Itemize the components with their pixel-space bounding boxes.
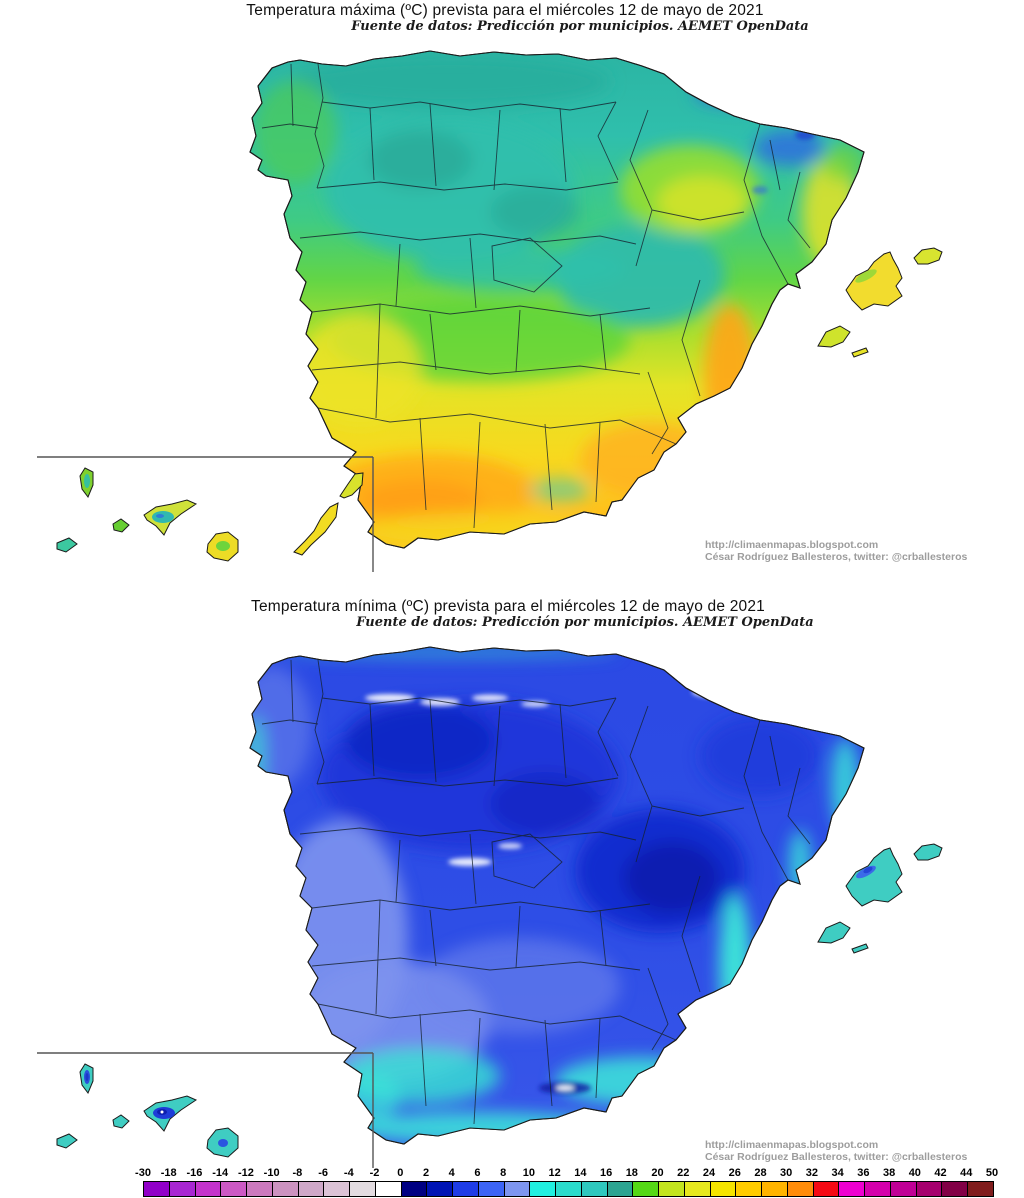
legend-cell — [684, 1182, 711, 1196]
max-map-credits: http://climaenmapas.blogspot.com César R… — [705, 539, 968, 563]
legend-tick-label: 40 — [908, 1167, 921, 1179]
legend-tick-label: -18 — [160, 1167, 177, 1179]
legend-cell — [839, 1182, 865, 1196]
legend-tick-label: -6 — [318, 1167, 328, 1179]
legend-tick-label: -10 — [263, 1167, 280, 1179]
legend-cell — [659, 1182, 685, 1196]
legend-tick-label: 44 — [960, 1167, 973, 1179]
legend-tick-label: 36 — [857, 1167, 870, 1179]
legend-tick-label: 32 — [805, 1167, 819, 1179]
legend-cell — [556, 1182, 582, 1196]
legend-tick-label: 30 — [780, 1167, 793, 1179]
credit-author: César Rodríguez Ballesteros, twitter: @c… — [705, 1150, 968, 1163]
legend-cell — [736, 1182, 762, 1196]
legend-tick-label: -30 — [135, 1167, 151, 1179]
legend-cell — [144, 1182, 170, 1196]
credit-author: César Rodríguez Ballesteros, twitter: @c… — [705, 550, 968, 563]
legend-tick-label: 8 — [500, 1167, 507, 1179]
legend-tick-label: 42 — [934, 1167, 947, 1179]
legend-cell — [350, 1182, 376, 1196]
legend-tick-label: 2 — [422, 1167, 430, 1179]
legend-tick-label: -2 — [369, 1167, 380, 1179]
legend-tick-label: -8 — [292, 1167, 303, 1179]
legend-cell — [530, 1182, 556, 1196]
legend-tick-label: 26 — [728, 1167, 741, 1179]
legend-bar — [143, 1181, 994, 1197]
legend-cell — [272, 1182, 299, 1196]
legend-tick-label: 16 — [599, 1167, 613, 1179]
legend-tick-label: 14 — [574, 1167, 587, 1179]
legend-cell — [478, 1182, 505, 1196]
legend-tick-label: -16 — [186, 1167, 203, 1179]
min-map-credits: http://climaenmapas.blogspot.com César R… — [705, 1139, 968, 1163]
legend-cell — [762, 1182, 788, 1196]
legend-cell — [221, 1182, 247, 1196]
legend-tick-label: 34 — [831, 1167, 844, 1179]
legend-cell — [195, 1182, 222, 1196]
legend-cell — [607, 1182, 634, 1196]
max-temp-map — [36, 50, 943, 572]
legend-cell — [324, 1182, 350, 1196]
min-map-title: Temperatura mínima (ºC) prevista para el… — [251, 598, 765, 615]
legend-tick-label: 28 — [754, 1167, 767, 1179]
legend-tick-label: -4 — [343, 1167, 354, 1179]
legend-cell — [504, 1182, 531, 1196]
mainland-max — [249, 50, 865, 549]
legend-tick-label: 10 — [522, 1167, 536, 1179]
legend-cell — [427, 1182, 453, 1196]
canary-inset-min — [36, 1052, 374, 1168]
legend-cell — [787, 1182, 814, 1196]
legend-tick-label: -14 — [212, 1167, 229, 1179]
legend-cell — [710, 1182, 737, 1196]
legend-tick-label: 50 — [985, 1167, 999, 1179]
legend-cell — [453, 1182, 479, 1196]
legend-cell — [401, 1182, 428, 1196]
max-map-subtitle: Fuente de datos: Predicción por municipi… — [351, 19, 809, 34]
credit-url: http://climaenmapas.blogspot.com — [705, 539, 879, 551]
legend-cell — [247, 1182, 273, 1196]
legend-cell — [298, 1182, 325, 1196]
max-map-title: Temperatura máxima (ºC) prevista para el… — [246, 2, 764, 19]
legend-cell — [916, 1182, 943, 1196]
legend-cell — [581, 1182, 608, 1196]
legend-cell — [865, 1182, 891, 1196]
min-temp-map — [36, 646, 943, 1168]
legend-cell — [813, 1182, 840, 1196]
legend-tick-label: 20 — [651, 1167, 664, 1179]
min-map-subtitle: Fuente de datos: Predicción por municipi… — [356, 615, 814, 630]
legend-tick-label: 4 — [448, 1167, 455, 1179]
legend-tick-label: -12 — [237, 1167, 254, 1179]
legend-tick-label: 0 — [397, 1167, 404, 1179]
balearic-islands-max — [817, 247, 943, 358]
balearic-islands-min — [817, 843, 943, 954]
legend-cell — [375, 1182, 402, 1196]
legend-tick-label: 6 — [474, 1167, 481, 1179]
legend-cell — [633, 1182, 659, 1196]
legend-tick-label: 12 — [548, 1167, 561, 1179]
legend-labels: -30 -18 -16 -14 -12 -10 -8 -6 -4 -2 0 2 4 6 8 10 12 14 16 1… — [135, 1167, 998, 1180]
canary-inset-max — [36, 456, 374, 572]
legend-tick-label: 24 — [702, 1167, 716, 1179]
legend-cell — [942, 1182, 968, 1196]
credit-url: http://climaenmapas.blogspot.com — [705, 1139, 879, 1151]
legend-tick-label: 38 — [882, 1167, 896, 1179]
legend-cell — [169, 1182, 196, 1196]
legend-tick-label: 18 — [625, 1167, 638, 1179]
legend-cell — [968, 1182, 993, 1196]
legend-tick-label: 22 — [677, 1167, 690, 1179]
legend-cell — [890, 1182, 917, 1196]
mainland-min — [249, 646, 865, 1145]
temperature-color-scale: -30 -18 -16 -14 -12 -10 -8 -6 -4 -2 0 2 4 6 8 10 12 14 16 1… — [135, 1167, 998, 1197]
